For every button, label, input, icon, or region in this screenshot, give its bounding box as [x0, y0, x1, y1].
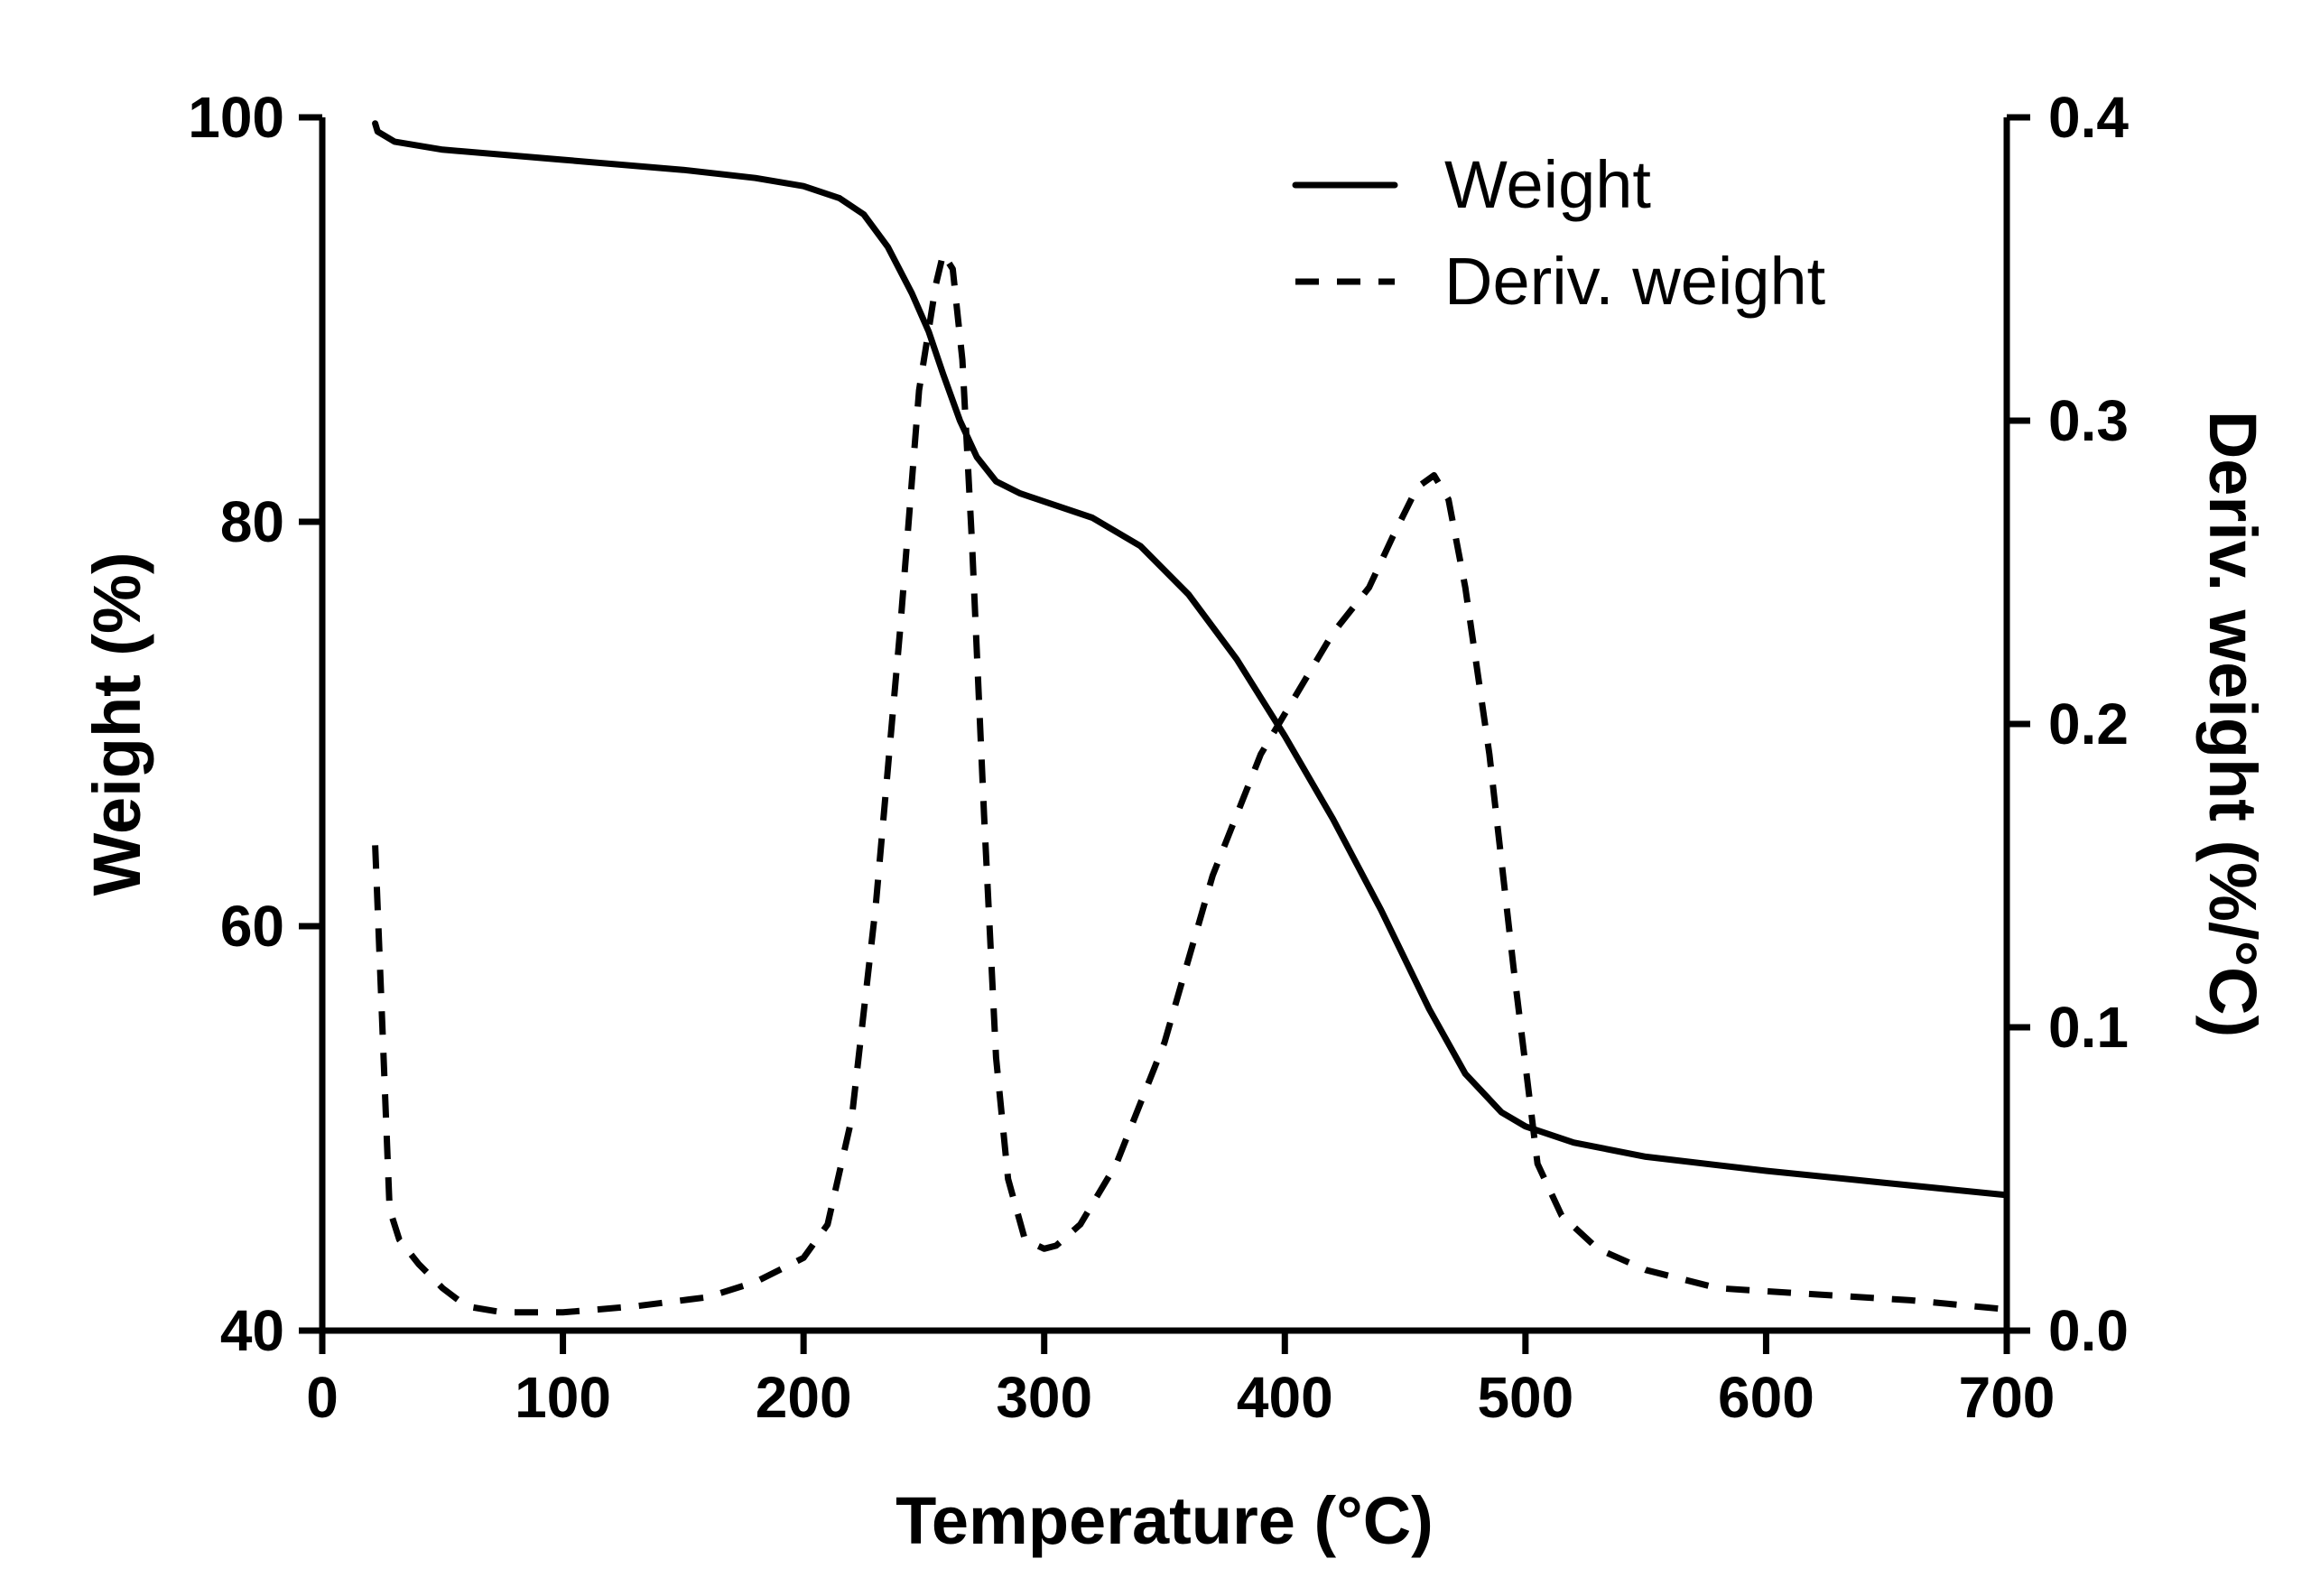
x-tick-label: 300: [996, 1365, 1092, 1430]
y2-tick-label: 0.3: [2048, 388, 2129, 453]
y2-tick-label: 0.1: [2048, 995, 2129, 1060]
series-group: [372, 120, 2010, 1316]
y-tick-label: 100: [188, 85, 284, 150]
y-tick-label: 40: [220, 1298, 284, 1363]
legend: Weight Deriv. weight: [1292, 147, 1826, 319]
y2-tick-label: 0.2: [2048, 691, 2129, 756]
legend-label-deriv-weight: Deriv. weight: [1444, 244, 1826, 319]
y-tick-label: 80: [220, 489, 284, 554]
legend-label-weight: Weight: [1444, 147, 1651, 222]
x-tick-label: 500: [1477, 1365, 1573, 1430]
y2-tick-label: 0.0: [2048, 1298, 2129, 1363]
y-axis-title: Weight (%): [79, 552, 154, 896]
x-tick-label: 700: [1959, 1365, 2056, 1430]
series-line-weight: [372, 120, 2010, 1199]
x-axis-title: Temperature (°C): [896, 1483, 1434, 1558]
y2-tick-label: 0.4: [2048, 85, 2129, 150]
y2-axis-title: Deriv. weight (%/°C): [2195, 411, 2270, 1037]
x-tick-label: 600: [1718, 1365, 1814, 1430]
ticks: 0 100 200 300 400 500 600 700 40 60 80 100 0.0 0.1 0.2…: [188, 85, 2129, 1430]
x-tick-label: 400: [1237, 1365, 1333, 1430]
series-line-deriv-weight: [372, 250, 2008, 1316]
x-tick-label: 200: [756, 1365, 852, 1430]
x-tick-label: 0: [306, 1365, 339, 1430]
y-tick-label: 60: [220, 894, 284, 959]
x-tick-label: 100: [515, 1365, 611, 1430]
